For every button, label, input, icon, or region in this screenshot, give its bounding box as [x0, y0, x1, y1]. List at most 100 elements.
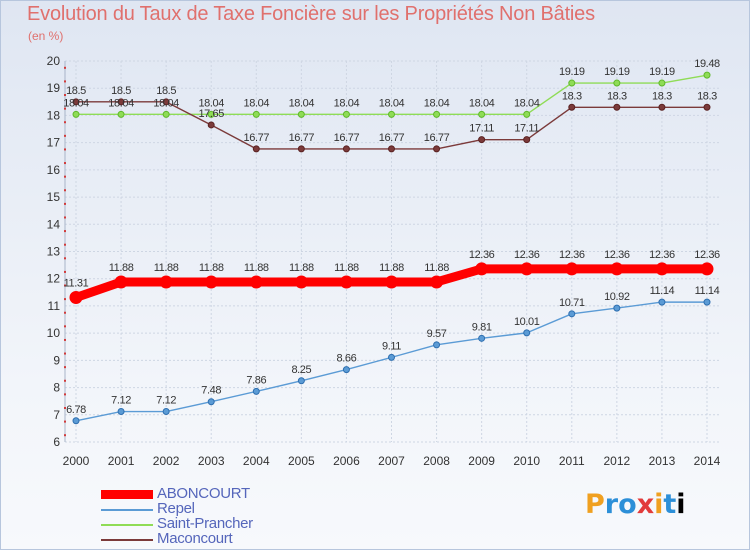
series-layer	[69, 71, 714, 425]
y-tick-label-7: 7	[53, 408, 60, 422]
point-repel-2006	[342, 366, 350, 374]
y-minor-tick	[64, 257, 66, 260]
data-label-aboncourt-2006: 11.88	[334, 262, 359, 274]
series-maconcourt	[72, 98, 711, 153]
point-aboncourt-2009	[475, 262, 489, 276]
point-aboncourt-2008	[430, 275, 444, 289]
data-label-maconcourt-2007: 16.77	[379, 132, 405, 144]
point-saint-prancher-2013	[658, 79, 666, 87]
y-minor-tick	[64, 406, 66, 409]
point-repel-2013	[658, 298, 666, 306]
data-label-saint-prancher-2014: 19.48	[694, 58, 720, 70]
point-aboncourt-2014	[700, 262, 714, 276]
data-label-saint-prancher-2001: 18.04	[108, 97, 134, 109]
y-tick-label-16: 16	[47, 163, 61, 177]
data-label-repel-2005: 8.25	[291, 364, 311, 376]
x-tick-label-2004: 2004	[243, 454, 270, 468]
point-aboncourt-2005	[294, 275, 308, 289]
data-label-repel-2001: 7.12	[111, 395, 131, 407]
data-label-saint-prancher-2008: 18.04	[424, 97, 450, 109]
point-maconcourt-2005	[297, 145, 305, 153]
data-label-maconcourt-2012: 18.3	[607, 90, 627, 102]
chart-title: Evolution du Taux de Taxe Foncière sur l…	[27, 3, 595, 25]
data-label-repel-2014: 11.14	[695, 285, 720, 297]
x-tick-label-2010: 2010	[513, 454, 540, 468]
x-tick-label-2006: 2006	[333, 454, 360, 468]
point-maconcourt-2001	[117, 98, 125, 106]
point-repel-2011	[568, 310, 576, 318]
y-minor-tick	[64, 202, 66, 205]
data-label-aboncourt-2010: 12.36	[514, 249, 540, 261]
legend-swatch-aboncourt	[101, 490, 153, 499]
point-maconcourt-2007	[388, 145, 395, 153]
point-aboncourt-2002	[159, 275, 173, 289]
data-label-saint-prancher-2010: 18.04	[514, 97, 540, 109]
y-tick-label-11: 11	[48, 299, 61, 313]
point-maconcourt-2008	[433, 145, 441, 153]
data-label-saint-prancher-2007: 18.04	[379, 97, 405, 109]
x-tick-label-2000: 2000	[63, 454, 90, 468]
point-repel-2012	[613, 304, 621, 312]
y-minor-tick	[64, 270, 66, 273]
proxiti-logo: Proxiti	[585, 489, 686, 520]
y-tick-label-10: 10	[47, 326, 61, 340]
point-maconcourt-2000	[72, 98, 80, 106]
point-repel-2014	[703, 298, 711, 306]
data-label-aboncourt-2005: 11.88	[289, 262, 314, 274]
y-minor-tick	[64, 366, 66, 369]
y-minor-tick	[64, 284, 66, 287]
data-label-aboncourt-2002: 11.88	[154, 262, 179, 274]
point-aboncourt-2007	[385, 275, 398, 289]
x-tick-label-2008: 2008	[423, 454, 450, 468]
point-repel-2009	[478, 334, 486, 342]
data-label-aboncourt-2001: 11.88	[109, 262, 134, 274]
data-label-maconcourt-2014: 18.3	[697, 90, 717, 102]
data-labels: 11.31 11.88 11.88 11.88 11.88 11.88 11.88 11.88…	[63, 58, 720, 416]
y-tick-label-14: 14	[47, 217, 61, 231]
data-label-aboncourt-2011: 12.36	[559, 249, 585, 261]
data-label-maconcourt-2006: 16.77	[334, 132, 360, 144]
point-saint-prancher-2007	[388, 110, 395, 118]
data-label-saint-prancher-2000: 18.04	[63, 97, 89, 109]
data-label-aboncourt-2000: 11.31	[64, 277, 89, 289]
data-label-repel-2012: 10.92	[604, 291, 630, 303]
y-minor-tick	[64, 94, 66, 97]
y-minor-tick	[64, 80, 66, 83]
data-label-saint-prancher-2004: 18.04	[244, 97, 270, 109]
data-label-maconcourt-2013: 18.3	[652, 90, 672, 102]
point-maconcourt-2013	[658, 103, 666, 111]
data-label-aboncourt-2013: 12.36	[649, 249, 675, 261]
point-repel-2003	[207, 398, 215, 406]
data-label-saint-prancher-2002: 18.04	[153, 97, 179, 109]
y-minor-tick	[64, 243, 66, 246]
point-maconcourt-2011	[568, 103, 576, 111]
logo-letter: r	[604, 489, 619, 520]
data-label-repel-2000: 6.78	[66, 404, 86, 416]
data-label-saint-prancher-2009: 18.04	[469, 97, 495, 109]
y-minor-tick	[64, 434, 66, 437]
series-aboncourt	[69, 262, 714, 304]
data-label-repel-2010: 10.01	[514, 316, 540, 328]
unit-label: (en %)	[28, 29, 64, 43]
logo-letter: x	[636, 489, 655, 520]
point-aboncourt-2012	[610, 262, 624, 276]
y-minor-tick	[64, 352, 66, 355]
data-label-maconcourt-2001: 18.5	[111, 85, 131, 97]
data-label-saint-prancher-2011: 19.19	[559, 66, 585, 78]
legend-label-aboncourt: ABONCOURT	[157, 485, 250, 502]
legend-swatch-maconcourt	[101, 539, 153, 541]
y-minor-tick	[64, 121, 66, 124]
x-tick-label-2003: 2003	[198, 454, 225, 468]
logo-letter: t	[663, 489, 677, 520]
y-tick-label-12: 12	[47, 272, 61, 286]
legend-label-saint-prancher: Saint-Prancher	[157, 515, 253, 532]
legend-swatch-repel	[101, 509, 153, 511]
point-saint-prancher-2005	[297, 110, 305, 118]
data-label-aboncourt-2007: 11.88	[379, 262, 404, 274]
data-label-aboncourt-2008: 11.88	[424, 262, 449, 274]
legend-swatch-saint-prancher	[101, 524, 153, 526]
data-label-repel-2008: 9.57	[427, 328, 447, 340]
series-repel	[72, 298, 711, 425]
point-maconcourt-2012	[613, 103, 621, 111]
